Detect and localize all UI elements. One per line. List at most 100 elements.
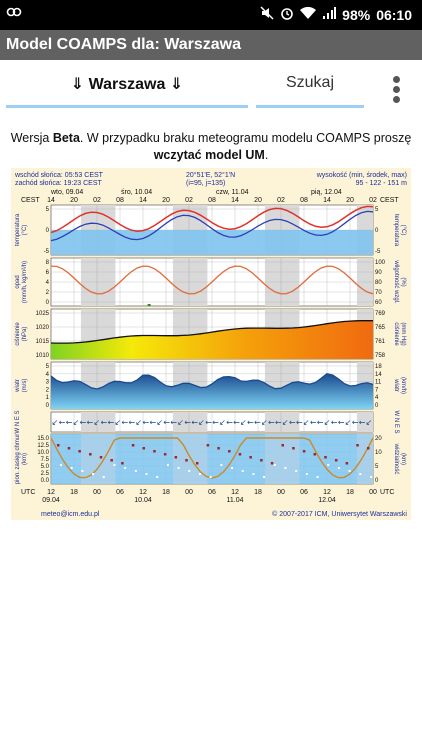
hour-label: 00 [93,489,101,496]
cloud-base-marker [156,476,159,478]
axis-tick: 3 [46,380,50,386]
cloud-base-marker [188,470,191,472]
wind-direction-arrow: ← [254,418,261,427]
tab-city[interactable]: ⇓ Warszawa ⇓ [6,74,248,108]
wind-direction-arrow: ↙ [261,418,268,427]
footer-copyright: © 2007-2017 ICM, Uniwersytet Warszawski [272,510,407,518]
axis-tick: 80 [375,280,382,286]
more-menu-icon[interactable] [388,74,404,108]
cloud-top-marker [228,450,231,453]
cloud-top-marker [281,444,284,447]
wind-direction-arrow: ← [80,418,87,427]
wind-direction-arrow: ↙ [282,418,289,427]
axis-tick: 4 [46,372,50,378]
load-um-link[interactable]: wczytać model UM [153,148,265,162]
wind-direction-arrow: ← [149,418,156,427]
cloud-top-marker [334,459,338,462]
pressure-fill [51,320,373,359]
cloud-top-marker [195,462,199,465]
panel-label-right: (°C) [400,225,406,236]
notice-text: . [264,148,269,162]
cloud-top-marker [356,444,359,447]
axis-tick: 18 [375,364,382,370]
hour-label: 18 [254,489,262,496]
cloud-top-marker [185,459,188,462]
hour-label: 08 [116,197,124,204]
date-label: 09.04 [42,497,60,504]
axis-tick: 758 [375,353,386,359]
tab-search-label: Szukaj [285,74,335,91]
panel-label-right: ciśnienie [393,322,399,346]
axis-tick: 4 [375,395,379,401]
panel-label-left: ciśnienie [15,322,21,346]
axis-tick: 15.0 [37,436,49,442]
wind-direction-arrow: ← [226,418,233,427]
axis-tick: 6 [46,270,50,276]
panel-label-left: (km) [22,453,28,465]
wind-direction-arrow: ← [268,418,275,427]
panel-label-left: (hPa) [22,327,28,342]
tab-search[interactable]: Szukaj [256,74,364,108]
hour-label: 08 [208,197,216,204]
wind-direction-arrow: ↙ [135,418,142,427]
day-label: czw, 11.04 [216,189,249,196]
cest-label: CEST [21,197,40,204]
date-label: 12.04 [318,497,336,504]
alarm-icon [280,6,294,23]
axis-tick: 0.0 [41,478,50,484]
wind-direction-arrow: ← [317,418,324,427]
hour-label: 20 [70,197,78,204]
panel-label-right: (km) [400,453,406,465]
cloud-base-marker [220,464,223,466]
cloud-top-marker [324,456,327,459]
axis-tick: 1010 [36,353,50,359]
coords-label: 20°51'E, 52°1'N [186,171,235,179]
cloud-top-marker [110,459,113,462]
axis-tick: 765 [375,325,386,331]
cloud-top-marker [153,450,156,453]
wind-line [50,372,374,390]
cloud-base-marker [145,473,148,475]
axis-tick: 60 [375,300,382,306]
notice-beta: Beta [52,131,80,145]
wind-direction-arrow: ← [338,418,345,427]
axis-tick: 1025 [36,311,50,317]
hour-label: 18 [162,489,170,496]
clock: 06:10 [376,6,412,23]
cloud-base-marker [252,473,255,475]
wind-direction-arrow: ← [310,418,317,427]
hour-label: 00 [185,489,193,496]
panel-label-left: (°C) [22,225,28,236]
hour-label: 20 [162,197,170,204]
hour-label: 14 [139,197,147,204]
axis-tick: 1020 [36,325,50,331]
cloud-top-marker [142,447,146,450]
wind-direction-arrow: ↙ [240,418,247,427]
axis-tick: 769 [375,311,386,317]
cloud-base-marker [273,464,276,466]
wind-direction-arrow: ← [289,418,296,427]
cloud-top-marker [89,453,92,456]
wind-direction-arrow: ↙ [52,418,59,427]
wind-direction-arrow: ← [107,418,114,427]
cloud-base-marker [177,467,180,469]
pressure-line [50,320,373,344]
tab-underline [6,105,248,108]
precip-bar [147,304,151,306]
app-title: Model COAMPS dla: Warszawa [0,30,422,60]
wind-direction-arrow: ← [59,418,66,427]
date-label: 10.04 [134,497,152,504]
panel-label-left: W N E S [15,410,21,433]
hour-label: 02 [277,197,285,204]
cloud-base-marker [370,476,372,478]
axis-tick: 14 [375,372,382,378]
tab-underline [256,105,364,108]
cloud-top-marker [57,444,60,447]
hour-label: 00 [369,489,377,496]
hour-label: 02 [369,197,377,204]
axis-tick: 5 [375,207,379,213]
wind-direction-arrow: ← [331,418,338,427]
cloud-base-marker [295,470,298,472]
axis-tick: 5 [375,464,379,470]
